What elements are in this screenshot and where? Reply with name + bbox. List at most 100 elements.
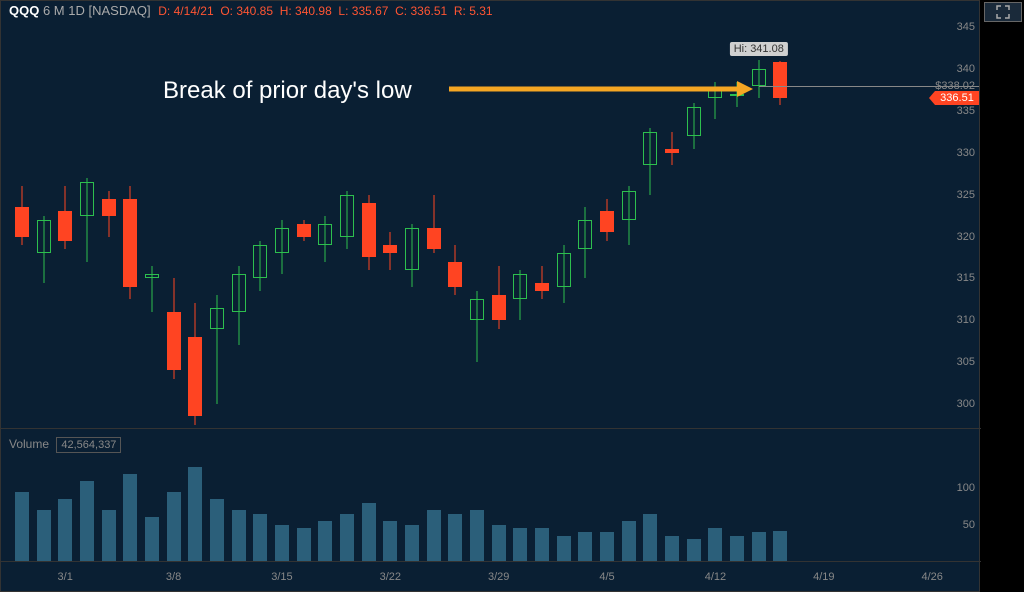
candle [665, 19, 679, 429]
x-tick: 3/15 [271, 571, 292, 583]
volume-bar [362, 503, 376, 561]
y-tick: 300 [957, 398, 975, 410]
candle [80, 19, 94, 429]
volume-bar [752, 532, 766, 561]
volume-bar [188, 467, 202, 561]
x-tick: 4/12 [705, 571, 726, 583]
volume-bar [210, 499, 224, 561]
volume-bar [318, 521, 332, 561]
interval-label: 1D [68, 3, 85, 18]
candle [687, 19, 701, 429]
volume-bar [535, 528, 549, 561]
volume-bar [708, 528, 722, 561]
volume-panel[interactable]: Volume 42,564,337 [1, 433, 981, 561]
y-tick: 345 [957, 21, 975, 33]
x-tick: 3/1 [58, 571, 73, 583]
volume-bar [58, 499, 72, 561]
volume-value: 42,564,337 [56, 437, 121, 453]
hi-marker: Hi: 341.08 [730, 42, 788, 56]
y-tick: 320 [957, 231, 975, 243]
candle [557, 19, 571, 429]
volume-bar [730, 536, 744, 561]
ohlc-readout: D: 4/14/21 O: 340.85 H: 340.98 L: 335.67… [158, 4, 492, 18]
candle [752, 19, 766, 429]
candle [15, 19, 29, 429]
candle [123, 19, 137, 429]
volume-y-tick: 100 [957, 482, 975, 494]
candle [37, 19, 51, 429]
candle [427, 19, 441, 429]
y-tick: 330 [957, 147, 975, 159]
y-tick: 310 [957, 314, 975, 326]
x-tick: 3/29 [488, 571, 509, 583]
candle [492, 19, 506, 429]
volume-label: Volume 42,564,337 [9, 437, 121, 451]
x-tick: 4/5 [599, 571, 614, 583]
volume-y-tick: 50 [963, 519, 975, 531]
symbol-label: QQQ [9, 3, 39, 18]
volume-bar [232, 510, 246, 561]
volume-bar [80, 481, 94, 561]
candle [58, 19, 72, 429]
volume-bar [145, 517, 159, 561]
price-panel[interactable]: Hi: 341.08 Break of prior day's low [1, 19, 981, 429]
candle [578, 19, 592, 429]
volume-bar [557, 536, 571, 561]
volume-bar [448, 514, 462, 561]
volume-bar [167, 492, 181, 561]
chart-container: QQQ 6 M 1D [NASDAQ] D: 4/14/21 O: 340.85… [0, 0, 980, 592]
volume-bar [253, 514, 267, 561]
timeframe-label: 6 M [43, 3, 65, 18]
volume-bar [687, 539, 701, 561]
last-price-marker: 336.51 [935, 91, 979, 105]
expand-icon[interactable] [984, 2, 1022, 22]
y-tick: 315 [957, 272, 975, 284]
candle [145, 19, 159, 429]
volume-bar [405, 525, 419, 561]
candle [513, 19, 527, 429]
volume-bar [427, 510, 441, 561]
candle [643, 19, 657, 429]
volume-bar [15, 492, 29, 561]
x-tick: 3/8 [166, 571, 181, 583]
volume-bar [340, 514, 354, 561]
volume-bar [665, 536, 679, 561]
chart-header: QQQ 6 M 1D [NASDAQ] D: 4/14/21 O: 340.85… [9, 3, 493, 18]
y-tick: 340 [957, 63, 975, 75]
y-tick: 335 [957, 105, 975, 117]
candle [600, 19, 614, 429]
candle [470, 19, 484, 429]
volume-bar [37, 510, 51, 561]
volume-bar [578, 532, 592, 561]
candle [448, 19, 462, 429]
volume-bar [513, 528, 527, 561]
y-tick: 325 [957, 189, 975, 201]
volume-bar [383, 521, 397, 561]
annotation-text: Break of prior day's low [163, 77, 412, 105]
candle [708, 19, 722, 429]
volume-bar [492, 525, 506, 561]
x-tick: 4/19 [813, 571, 834, 583]
volume-bar [123, 474, 137, 561]
y-tick: 305 [957, 356, 975, 368]
exchange-label: NASDAQ [92, 3, 147, 18]
volume-bar [773, 531, 787, 561]
prior-low-line-label: $338.02 [935, 80, 975, 92]
volume-bar [102, 510, 116, 561]
volume-bar [600, 532, 614, 561]
candle [773, 19, 787, 429]
volume-bar [470, 510, 484, 561]
volume-bar [297, 528, 311, 561]
candle [730, 19, 744, 429]
volume-bar [622, 521, 636, 561]
volume-bar [643, 514, 657, 561]
x-tick: 4/26 [921, 571, 942, 583]
x-tick: 3/22 [380, 571, 401, 583]
volume-bar [275, 525, 289, 561]
volume-y-axis: 50 100 [935, 433, 979, 561]
candle [102, 19, 116, 429]
candle [622, 19, 636, 429]
candle [535, 19, 549, 429]
x-axis: 3/1 3/8 3/15 3/22 3/29 4/5 4/12 4/19 4/26 [1, 561, 981, 591]
price-y-axis: 300 305 310 315 320 325 330 335 340 345 $338.02336… [935, 19, 979, 429]
